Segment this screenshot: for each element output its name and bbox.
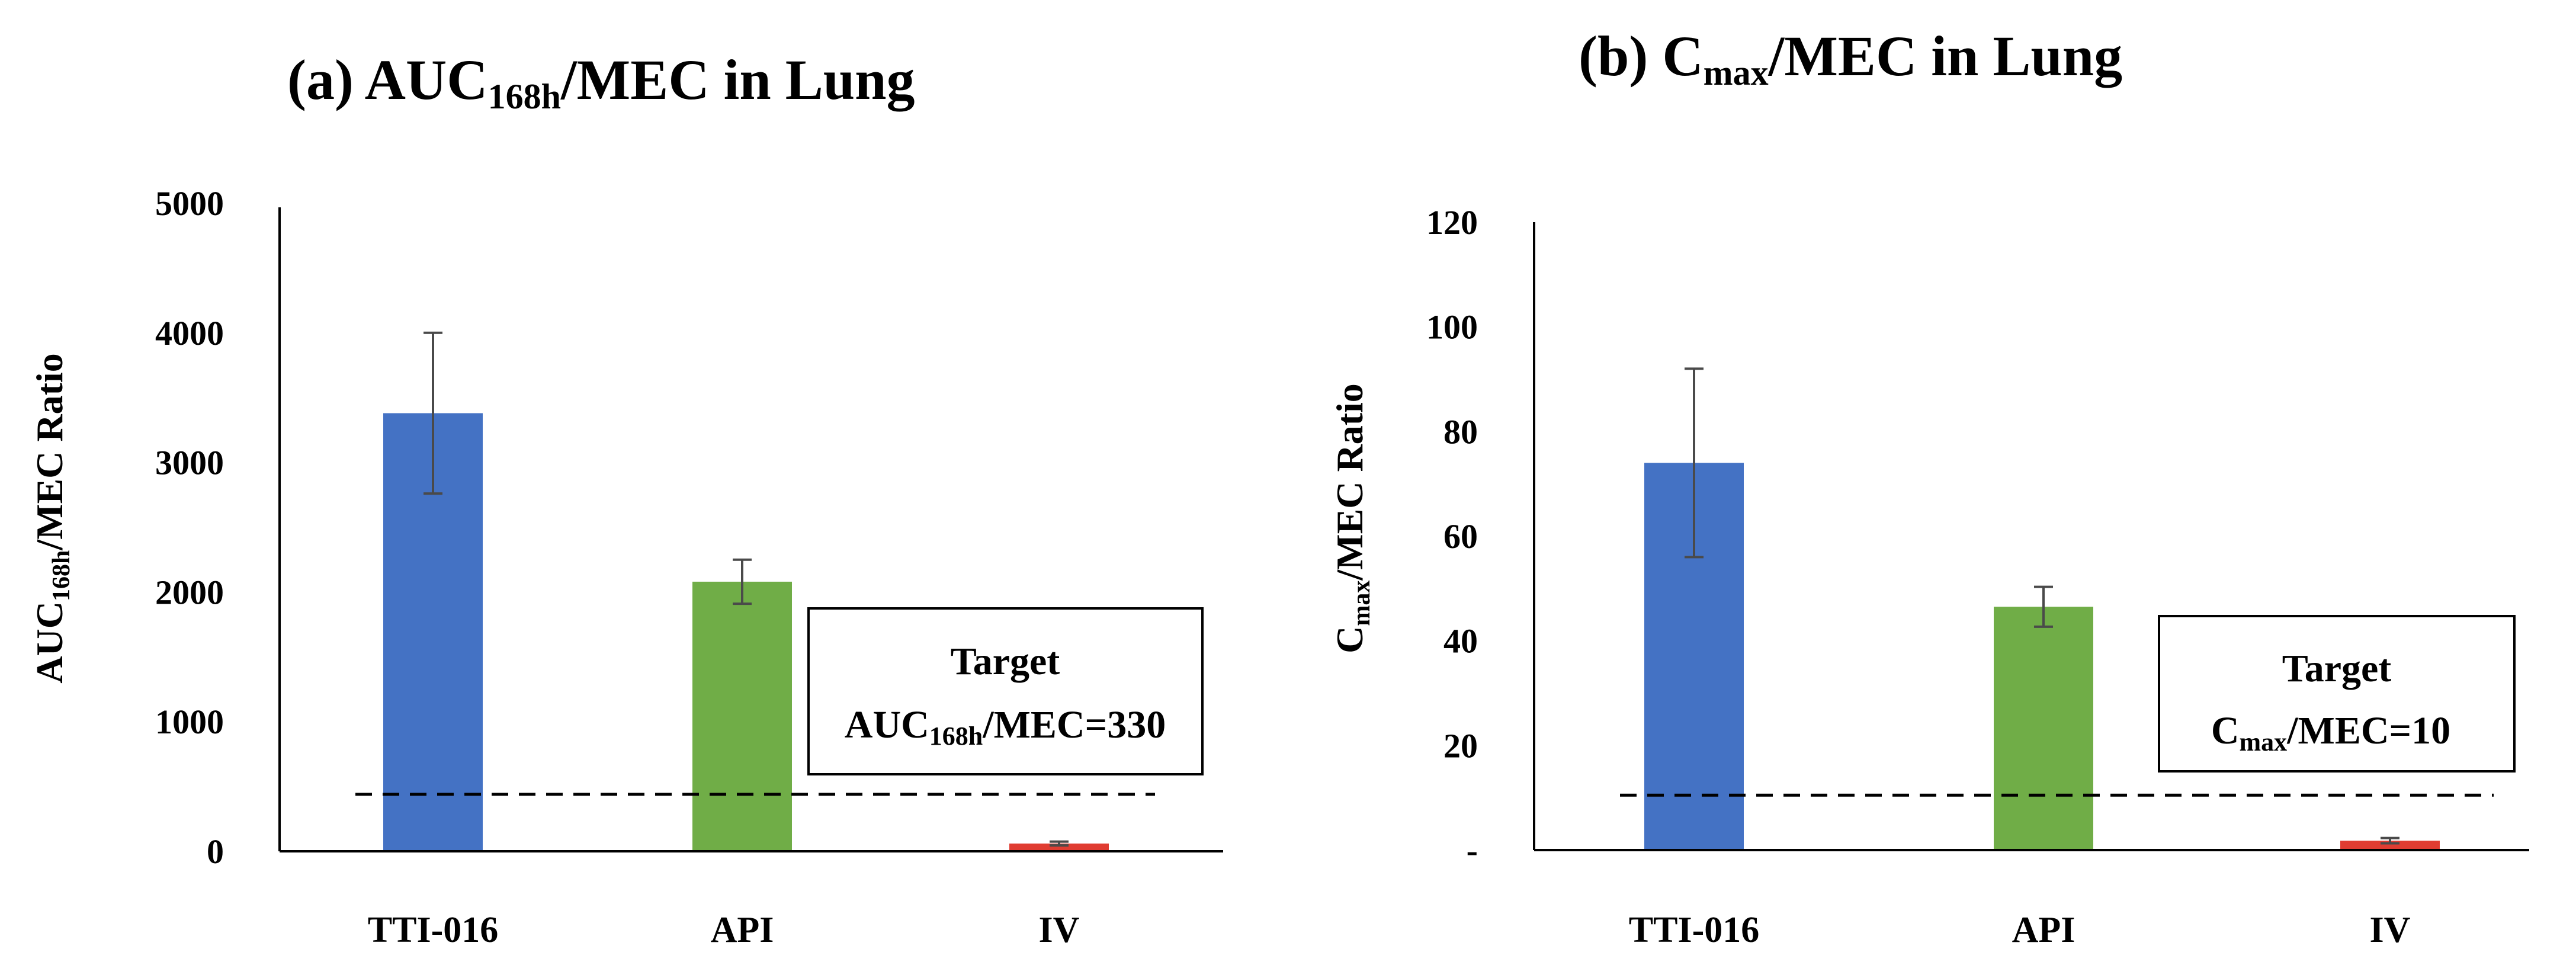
y-tick-label: 4000: [155, 314, 224, 352]
y-tick-label: 3000: [155, 444, 224, 482]
bar-iv: [2340, 841, 2440, 850]
panel-b-title: (b) Cmax/MEC in Lung: [1579, 24, 2122, 92]
bar-api: [1994, 607, 2093, 850]
y-tick-label: 0: [207, 832, 224, 871]
bar-iv: [1009, 843, 1109, 851]
y-tick-label: 2000: [155, 573, 224, 611]
y-tick-label: 60: [1443, 517, 1478, 556]
y-tick-label: 100: [1426, 308, 1478, 347]
panel-a-title: (a) AUC168h/MEC in Lung: [287, 48, 915, 116]
y-tick-label: 40: [1443, 622, 1478, 661]
panel-b-target-value: Cmax/MEC=10: [2211, 709, 2450, 757]
y-tick-label: 80: [1443, 412, 1478, 451]
panel-b-ylabel: Cmax/MEC Ratio: [1329, 383, 1375, 653]
panel-b-target-annotation: Target Cmax/MEC=10: [2158, 615, 2516, 773]
category-label: TTI-016: [1629, 910, 1759, 950]
y-tick-label: -: [1467, 831, 1478, 870]
panel-b-category-labels: TTI-016 API IV: [1629, 910, 2411, 950]
panel-a-y-tick-labels: 0 1000 2000 3000 4000 5000: [155, 184, 224, 871]
panel-a: (a) AUC168h/MEC in Lung AUC168h/MEC Rati…: [28, 48, 1223, 950]
panel-a-target-value: AUC168h/MEC=330: [845, 703, 1166, 751]
panel-a-target-annotation: Target AUC168h/MEC=330: [807, 607, 1204, 775]
panel-a-target-title: Target: [951, 640, 1060, 683]
category-label: TTI-016: [368, 910, 498, 950]
y-tick-label: 1000: [155, 703, 224, 741]
y-tick-label: 120: [1426, 203, 1478, 242]
y-tick-label: 5000: [155, 184, 224, 223]
category-label: IV: [1039, 910, 1080, 950]
panel-a-category-labels: TTI-016 API IV: [368, 910, 1080, 950]
panel-b-target-box: [2158, 615, 2516, 773]
y-tick-label: 20: [1443, 726, 1478, 765]
panel-a-target-box: [807, 607, 1204, 775]
category-label: API: [2012, 910, 2075, 950]
category-label: API: [711, 910, 774, 950]
panel-b-target-title: Target: [2282, 647, 2392, 690]
panel-a-error-bars: [424, 331, 1069, 847]
category-label: IV: [2370, 910, 2411, 950]
bar-api: [692, 581, 792, 851]
panel-b-y-tick-labels: - 20 40 60 80 100 120: [1426, 203, 1478, 870]
panel-a-ylabel: AUC168h/MEC Ratio: [28, 353, 75, 683]
panel-b-error-bars: [1685, 367, 2399, 845]
panel-b: (b) Cmax/MEC in Lung Cmax/MEC Ratio - 20 4…: [1329, 24, 2529, 950]
